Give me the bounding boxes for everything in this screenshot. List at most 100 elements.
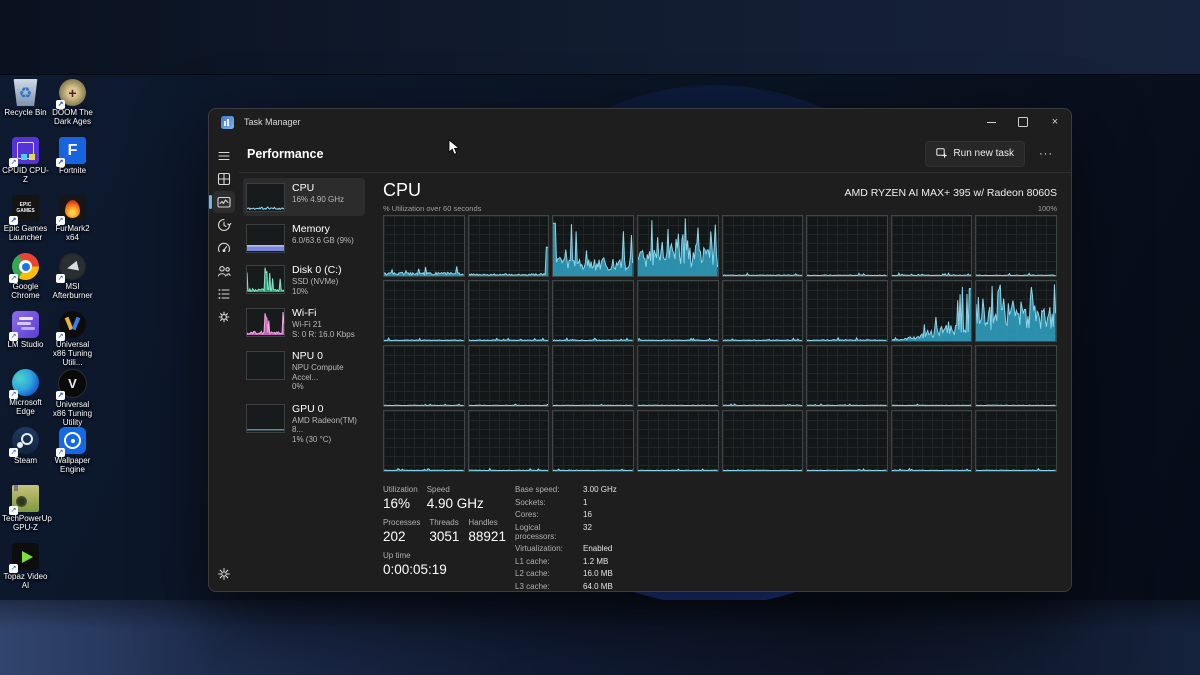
- stat-value: 0:00:05:19: [383, 562, 447, 577]
- stat-handles: Handles 88921: [468, 518, 506, 544]
- sidebar-item-disk0[interactable]: Disk 0 (C:) SSD (NVMe) 10%: [243, 260, 365, 300]
- sidebar-item-detail: 16% 4.90 GHz: [292, 195, 345, 204]
- sidebar-item-npu0[interactable]: NPU 0 NPU Compute Accel... 0%: [243, 346, 365, 396]
- memory-mini-graph: [246, 224, 285, 253]
- epic-app-icon: ↗: [9, 195, 39, 225]
- more-options-button[interactable]: ···: [1039, 147, 1053, 160]
- desktop-icon-label: Google Chrome: [11, 282, 40, 300]
- desktop-icon-wallpaper-engine[interactable]: ↗ Wallpaper Engine: [49, 427, 96, 485]
- details-icon: [218, 289, 230, 299]
- sidebar-item-memory[interactable]: Memory 6.0/63.6 GB (9%): [243, 219, 365, 257]
- stat-cores: Cores: 16: [515, 510, 617, 519]
- cpu-model: AMD RYZEN AI MAX+ 395 w/ Radeon 8060S: [844, 187, 1057, 199]
- sidebar-item-title: Wi-Fi: [292, 307, 317, 319]
- nav-details-tab[interactable]: [213, 283, 235, 305]
- window-title: Task Manager: [244, 117, 301, 127]
- services-icon: [218, 311, 230, 323]
- minimize-icon: [986, 121, 996, 123]
- desktop-icon-label: Topaz Video AI: [3, 572, 48, 590]
- nav-menu-button[interactable]: [213, 145, 235, 167]
- stat-label: Logical processors:: [515, 522, 557, 541]
- desktop-icon-label: Epic Games Launcher: [3, 224, 48, 242]
- shortcut-arrow-icon: ↗: [9, 274, 18, 283]
- desktop-icon-epic-games-launcher[interactable]: ↗Epic Games Launcher: [2, 195, 49, 253]
- stat-l3-cache: L3 cache: 64.0 MB: [515, 582, 617, 591]
- desktop-icon-label: DOOM The Dark Ages: [52, 108, 93, 126]
- sidebar-item-wifi[interactable]: Wi-Fi Wi-Fi 21 S: 0 R: 16.0 Kbps: [243, 303, 365, 343]
- nav-settings-tab[interactable]: [213, 563, 235, 585]
- titlebar[interactable]: Task Manager ×: [209, 109, 1071, 135]
- stat-label: Threads: [429, 518, 459, 527]
- cpu-core-graph-1: [467, 215, 550, 277]
- desktop-icon-doom-the-dark-ages[interactable]: ↗DOOM The Dark Ages: [49, 79, 96, 137]
- gpuz-app-icon: ↗: [9, 485, 39, 515]
- cpu-core-graph-8: [383, 280, 465, 342]
- cpu-core-graph-14: [890, 280, 973, 342]
- desktop-icon-universal-x86-tuning-utili[interactable]: ↗ Universal x86 Tuning Utili...: [49, 311, 96, 369]
- sidebar-item-cpu[interactable]: CPU 16% 4.90 GHz: [243, 178, 365, 216]
- desktop-icon-label: Steam: [13, 456, 38, 465]
- shortcut-arrow-icon: ↗: [56, 332, 65, 341]
- desktop-icon-universal-x86-tuning-utility[interactable]: ↗Universal x86 Tuning Utility: [49, 369, 96, 427]
- nav-app-history-tab[interactable]: [213, 214, 235, 236]
- minimize-button[interactable]: [975, 109, 1007, 135]
- shortcut-arrow-icon: ↗: [9, 506, 18, 515]
- menu-icon: [218, 151, 230, 161]
- cpu-core-graph-21: [806, 345, 888, 407]
- desktop-icon-google-chrome[interactable]: ↗ Google Chrome: [2, 253, 49, 311]
- stat-utilization: Utilization 16%: [383, 485, 418, 511]
- desktop-icon-recycle-bin[interactable]: Recycle Bin: [2, 79, 49, 137]
- cpu-core-graph-26: [552, 410, 634, 472]
- run-new-task-button[interactable]: Run new task: [925, 140, 1025, 167]
- maximize-button[interactable]: [1007, 109, 1039, 135]
- run-new-task-icon: [936, 147, 948, 161]
- desktop-icons: Recycle Bin↗DOOM The Dark Ages↗CPUID CPU…: [2, 79, 96, 601]
- cpu-core-graph-31: [975, 410, 1057, 472]
- wifi-mini-graph: [246, 308, 285, 337]
- cpu-core-graph-25: [467, 410, 550, 472]
- desktop-icon-topaz-video-ai[interactable]: ↗ Topaz Video AI: [2, 543, 49, 601]
- stat-l1-cache: L1 cache: 1.2 MB: [515, 557, 617, 566]
- desktop-icon-label: Fortnite: [58, 166, 87, 175]
- stat-value: 64.0 MB: [583, 581, 613, 591]
- nav-processes-tab[interactable]: [213, 168, 235, 190]
- desktop-icon-fortnite[interactable]: ↗Fortnite: [49, 137, 96, 195]
- stat-label: Virtualization:: [515, 544, 563, 553]
- uxtu2-app-icon: ↗: [56, 369, 87, 400]
- cpu-core-graph-24: [383, 410, 465, 472]
- desktop-icon-techpowerup-gpu-z[interactable]: ↗ TechPowerUp GPU-Z: [2, 485, 52, 543]
- settings-icon: [218, 568, 230, 580]
- desktop-icon-msi-afterburner[interactable]: ↗ MSI Afterburner: [49, 253, 96, 311]
- logical-processor-graphs: [383, 215, 1057, 472]
- uxtu1-app-icon: ↗: [56, 311, 86, 341]
- startup-apps-icon: [218, 242, 230, 253]
- cpu-stats-left: Utilization 16% Speed 4.90 GHz Processes 202 T…: [383, 485, 506, 591]
- stat-l2-cache: L2 cache: 16.0 MB: [515, 569, 617, 578]
- stat-processes: Processes 202: [383, 518, 420, 544]
- nav-startup-apps-tab[interactable]: [213, 237, 235, 259]
- cpu-core-graph-5: [806, 215, 888, 277]
- nav-performance-tab[interactable]: [209, 191, 235, 213]
- stat-value: Enabled: [583, 544, 613, 553]
- desktop-icon-lm-studio[interactable]: ↗ LM Studio: [2, 311, 49, 369]
- desktop-icon-microsoft-edge[interactable]: ↗ Microsoft Edge: [2, 369, 49, 427]
- close-button[interactable]: ×: [1039, 109, 1071, 135]
- cpu-core-graph-12: [721, 280, 804, 342]
- graph-max-label: 100%: [1037, 204, 1057, 213]
- desktop-icon-cpuid-cpu-z[interactable]: ↗ CPUID CPU-Z: [2, 137, 49, 195]
- cpu-core-graph-27: [636, 410, 719, 472]
- desktop-icon-steam[interactable]: ↗ Steam: [2, 427, 49, 485]
- desktop-icon-furmark2-x64[interactable]: ↗ FurMark2 x64: [49, 195, 96, 253]
- nav-services-tab[interactable]: [213, 306, 235, 328]
- task-manager-app-icon: [221, 115, 234, 129]
- maximize-icon: [1018, 117, 1028, 127]
- sidebar-item-detail: Wi-Fi 21: [292, 320, 322, 329]
- sidebar-item-title: GPU 0: [292, 402, 324, 415]
- cpu-core-graph-29: [806, 410, 888, 472]
- sidebar-item-detail: S: 0 R: 16.0 Kbps: [292, 329, 355, 339]
- nav-users-tab[interactable]: [213, 260, 235, 282]
- page-title: Performance: [247, 146, 324, 161]
- sidebar-item-gpu0[interactable]: GPU 0 AMD Radeon(TM) 8... 1% (30 °C): [243, 399, 365, 449]
- desktop-icon-label: Universal x86 Tuning Utili...: [52, 340, 93, 367]
- command-bar: Performance Run new task ···: [239, 135, 1071, 173]
